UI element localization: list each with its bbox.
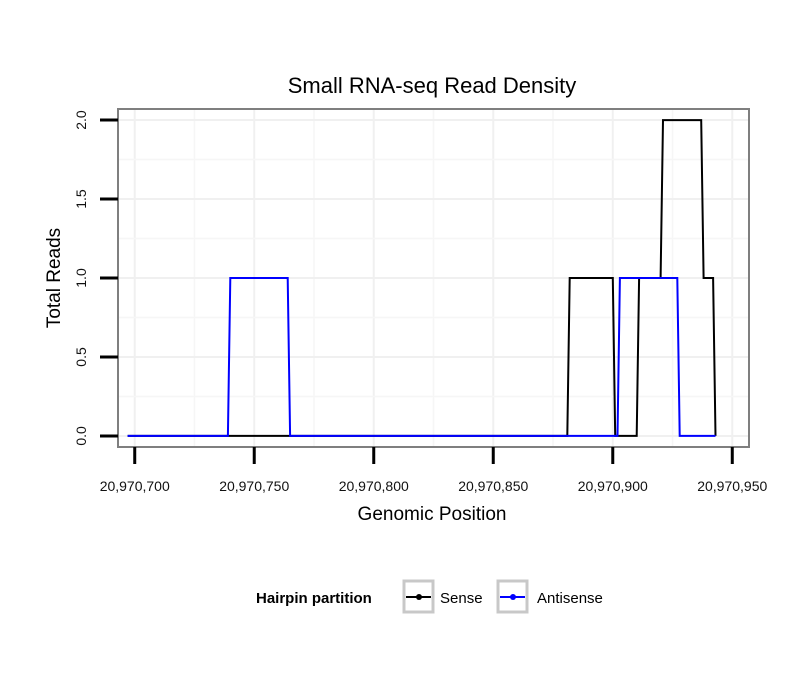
y-tick-label: 1.5 [73, 189, 89, 209]
legend-item-antisense: Antisense [496, 579, 603, 614]
y-tick-label: 2.0 [73, 110, 89, 130]
legend-label-antisense: Antisense [537, 590, 603, 607]
x-tick-label: 20,970,950 [697, 478, 767, 494]
legend-label-sense: Sense [440, 590, 483, 607]
x-tick-label: 20,970,850 [458, 478, 528, 494]
legend-title: Hairpin partition [256, 590, 372, 607]
series-line-antisense [127, 277, 716, 437]
y-tick-label: 1.0 [73, 268, 89, 288]
series-lines [127, 119, 717, 437]
chart-title: Small RNA-seq Read Density [288, 73, 577, 98]
x-tick-label: 20,970,800 [339, 478, 409, 494]
legend-marker-antisense [510, 594, 516, 600]
y-axis-title: Total Reads [44, 228, 65, 328]
x-axis: 20,970,700 20,970,750 20,970,800 20,970,850… [100, 447, 768, 494]
legend-item-sense: Sense [402, 579, 483, 614]
x-tick-label: 20,970,900 [578, 478, 648, 494]
y-axis: 0.0 0.5 1.0 1.5 2.0 [73, 110, 118, 446]
y-tick-label: 0.5 [73, 347, 89, 367]
legend: Hairpin partition Sense Antisense [256, 579, 603, 614]
legend-marker-sense [416, 594, 422, 600]
x-tick-label: 20,970,750 [219, 478, 289, 494]
x-axis-title: Genomic Position [358, 504, 507, 525]
y-tick-label: 0.0 [73, 426, 89, 446]
x-tick-label: 20,970,700 [100, 478, 170, 494]
